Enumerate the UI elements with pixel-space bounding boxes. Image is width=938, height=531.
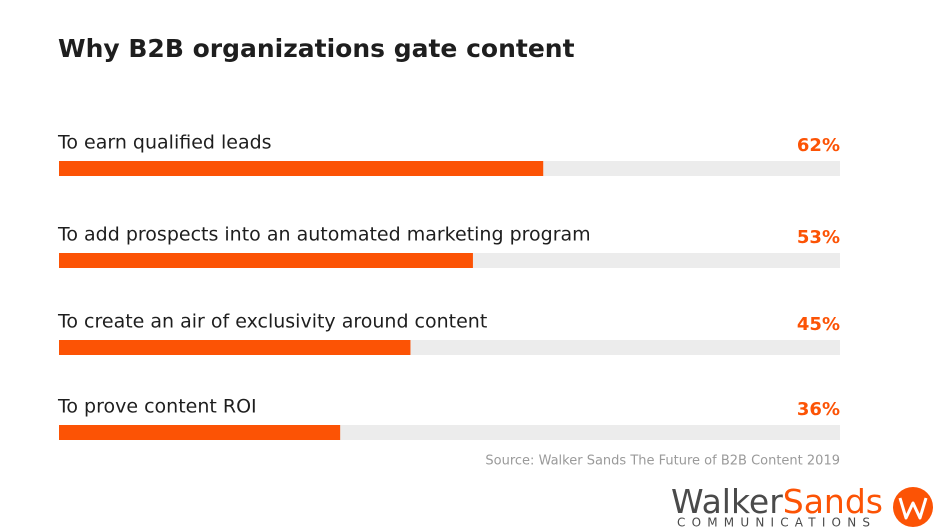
logo-second: Sands: [783, 482, 883, 521]
value-label: 62%: [797, 135, 840, 156]
category-label: To earn qualified leads: [57, 132, 272, 154]
logo-icon: [893, 487, 933, 527]
bar: [59, 425, 341, 440]
category-label: To add prospects into an automated marke…: [57, 224, 591, 246]
category-label: To create an air of exclusivity around c…: [57, 311, 487, 333]
category-label: To prove content ROI: [57, 396, 257, 418]
logo-first: Walker: [671, 482, 783, 521]
chart-title: Why B2B organizations gate content: [58, 34, 575, 63]
logo-tagline: COMMUNICATIONS: [677, 516, 876, 530]
source: Source: Walker Sands The Future of B2B C…: [485, 454, 840, 469]
bar: [59, 340, 411, 355]
value-label: 45%: [797, 314, 840, 335]
value-label: 36%: [797, 399, 840, 420]
logo-text: WalkerSands: [671, 482, 883, 521]
bar: [59, 253, 473, 268]
value-label: 53%: [797, 227, 840, 248]
bar: [59, 161, 544, 176]
logo-mark: [898, 497, 928, 520]
logo-circle: [893, 487, 933, 527]
